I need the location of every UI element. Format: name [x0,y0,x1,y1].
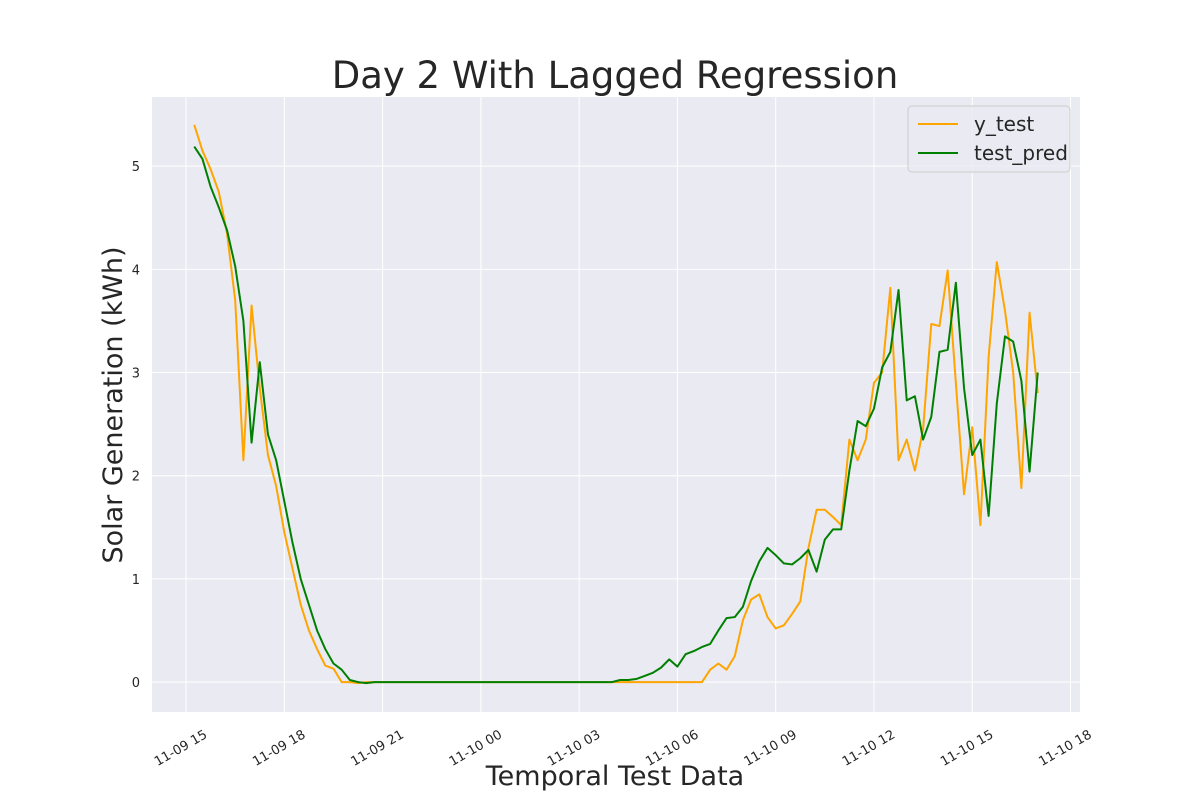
y-tick-label: 3 [132,367,140,382]
legend-label: test_pred [974,141,1068,165]
y-tick-label: 0 [132,676,140,691]
y-axis-label: Solar Generation (kWh) [98,246,129,563]
x-tick-label: 11-09 15 [152,727,210,769]
chart-title: Day 2 With Lagged Regression [332,54,899,97]
legend-label: y_test [974,112,1034,136]
x-tick-label: 11-10 15 [938,727,996,769]
legend-box [907,105,1071,173]
x-tick-label: 11-09 18 [250,727,308,769]
y-tick-label: 1 [132,573,140,588]
y-tick-label: 4 [132,263,140,278]
x-tick-label: 11-10 12 [840,727,898,769]
x-tick-label: 11-10 09 [742,727,800,769]
x-axis-label: Temporal Test Data [485,761,744,792]
x-tick-label: 11-09 21 [348,727,406,769]
y-tick-label: 2 [132,470,140,485]
series-line [193,145,1039,685]
y-tick-label: 5 [132,160,140,175]
legend: y_test test_pred [907,105,1071,173]
series-line [193,124,1039,685]
x-tick-label: 11-10 18 [1036,727,1094,769]
plot-area [152,97,1080,712]
lines [193,124,1039,685]
